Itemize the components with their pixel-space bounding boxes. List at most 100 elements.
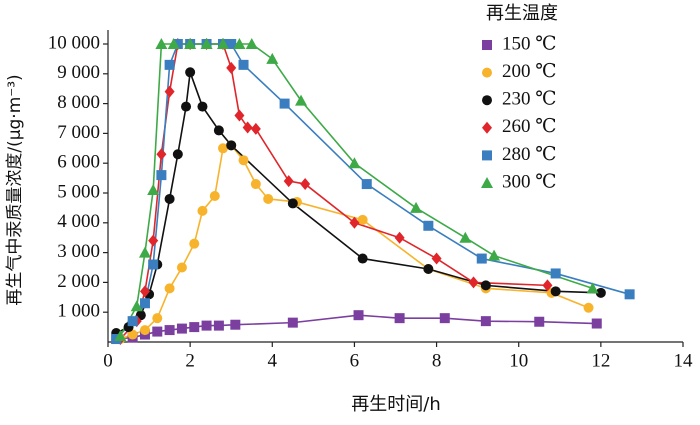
marker: [209, 190, 220, 201]
marker: [480, 316, 491, 327]
marker: [189, 238, 200, 249]
marker: [148, 234, 159, 247]
marker: [164, 283, 175, 294]
marker: [226, 39, 237, 49]
marker: [266, 52, 279, 64]
y-tick-label: 10 000: [48, 32, 100, 53]
marker: [423, 220, 434, 231]
marker: [459, 231, 472, 243]
marker: [130, 300, 143, 312]
marker: [279, 98, 290, 109]
marker: [181, 101, 192, 112]
y-tick-label: 9 000: [57, 62, 100, 83]
marker: [139, 285, 150, 298]
x-axis-label: 再生时间/h: [351, 394, 440, 415]
marker: [348, 157, 361, 169]
marker: [213, 125, 224, 136]
legend-label: 200 ℃: [502, 61, 557, 82]
marker: [176, 323, 187, 334]
y-tick-label: 6 000: [57, 152, 100, 173]
marker: [534, 316, 545, 327]
marker: [156, 170, 167, 181]
marker: [197, 205, 208, 216]
x-tick-label: 4: [268, 350, 278, 371]
y-tick-label: 7 000: [57, 122, 100, 143]
marker: [217, 38, 229, 49]
marker: [468, 276, 479, 289]
marker: [152, 326, 163, 337]
y-tick-label: 8 000: [57, 92, 100, 113]
marker: [263, 193, 274, 204]
marker: [357, 214, 368, 225]
marker: [250, 179, 261, 190]
marker: [114, 330, 127, 342]
marker: [164, 59, 175, 70]
marker: [287, 317, 298, 328]
marker: [394, 313, 405, 324]
marker: [164, 85, 175, 98]
marker: [155, 38, 168, 49]
marker: [197, 101, 208, 112]
marker: [550, 286, 561, 297]
marker: [394, 231, 405, 244]
marker: [234, 109, 245, 122]
marker: [218, 143, 228, 154]
marker: [353, 310, 364, 321]
marker: [242, 121, 253, 134]
marker: [156, 148, 167, 161]
marker: [624, 289, 635, 300]
legend-label: 230 ℃: [502, 89, 557, 110]
legend-marker: [481, 177, 493, 188]
y-tick-label: 1 000: [57, 301, 100, 322]
x-tick-label: 14: [674, 350, 694, 371]
marker: [138, 246, 151, 258]
y-tick-label: 5 000: [57, 181, 100, 202]
marker: [591, 318, 602, 329]
marker: [595, 287, 606, 298]
marker: [542, 279, 553, 292]
marker: [176, 262, 187, 273]
legend-label: 280 ℃: [502, 144, 557, 165]
legend-marker: [482, 67, 492, 78]
marker: [200, 38, 213, 49]
marker: [164, 193, 175, 204]
legend-marker: [482, 40, 492, 50]
marker: [127, 316, 138, 327]
y-tick-label: 2 000: [57, 271, 100, 292]
y-tick-label: 4 000: [57, 211, 100, 232]
marker: [147, 184, 160, 196]
marker: [164, 325, 175, 336]
marker: [488, 249, 501, 261]
marker: [423, 263, 434, 274]
marker: [238, 155, 249, 166]
marker: [550, 268, 561, 279]
marker: [245, 38, 258, 49]
marker: [201, 320, 212, 331]
marker: [283, 175, 294, 188]
marker: [172, 39, 183, 49]
marker: [480, 280, 491, 291]
marker: [184, 38, 197, 49]
marker: [172, 149, 183, 160]
marker: [139, 298, 150, 309]
legend-label: 300 ℃: [502, 171, 557, 192]
marker: [213, 320, 224, 331]
marker: [148, 259, 159, 270]
marker: [230, 319, 241, 330]
legend-label: 150 ℃: [502, 33, 557, 54]
marker: [226, 61, 237, 74]
marker: [189, 322, 200, 333]
legend-label: 260 ℃: [502, 116, 557, 137]
series-line: [119, 43, 548, 340]
marker: [300, 178, 311, 191]
marker: [583, 302, 594, 313]
series-line: [115, 72, 601, 334]
marker: [431, 252, 442, 265]
marker: [233, 38, 246, 49]
marker: [250, 122, 261, 135]
y-axis-label: 再生气中汞质量浓度/(μg·m⁻³): [5, 74, 25, 305]
marker: [226, 140, 237, 151]
legend-marker: [482, 150, 492, 161]
marker: [410, 201, 423, 213]
